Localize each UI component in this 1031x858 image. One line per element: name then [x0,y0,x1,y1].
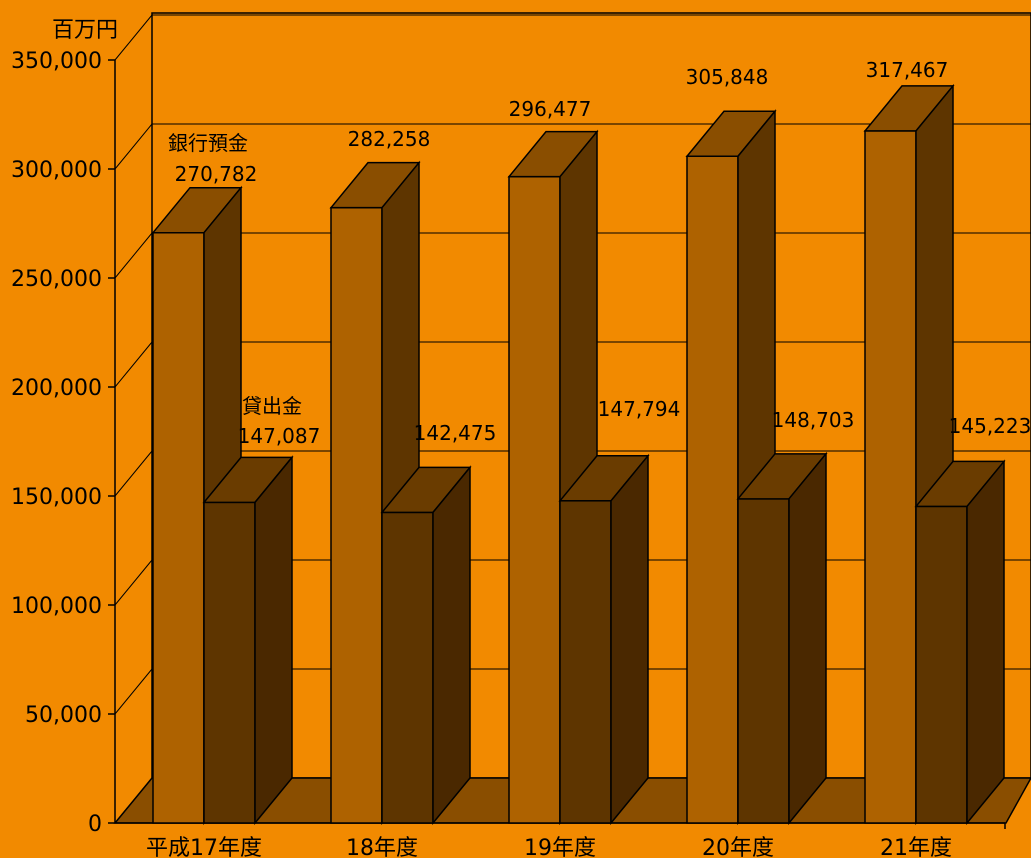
bar-front-face [330,206,383,824]
bar-front-face [915,505,968,824]
y-tick-label: 100,000 [11,594,102,619]
side-wall-line [114,14,153,61]
bar [914,459,1006,826]
bar-front-face [203,501,256,824]
data-label: 147,794 [598,397,681,421]
bar-front-face [686,155,739,824]
x-tick-labels: 平成17年度 18年度 19年度 20年度 21年度 [146,836,952,858]
side-wall-line [114,341,153,388]
bar [558,453,650,826]
side-wall-line [114,559,153,606]
side-wall-line [114,777,153,824]
bar-side-face [610,453,649,826]
bar-front-face [152,231,205,824]
data-label: 317,467 [866,58,949,82]
x-tick-label: 18年度 [346,836,418,858]
bar [380,465,472,826]
bar-front-face [559,500,612,824]
side-wall-line [114,232,153,279]
side-wall-line [114,668,153,715]
y-axis [108,59,116,824]
y-tick-labels: 0 50,000 100,000 150,000 200,000 250,000 300,0… [11,49,102,837]
bar-front-face [508,175,561,824]
data-label: 145,223 [949,414,1031,438]
bar-side-face [432,465,471,826]
data-label: 305,848 [686,65,769,89]
side-wall-line [114,123,153,170]
bar-side-face [788,451,827,826]
series-label-bank-deposits: 銀行預金 [168,131,248,155]
side-wall-line [114,450,153,497]
y-tick-label: 350,000 [11,49,102,74]
bar-side-face [966,459,1005,826]
series-label-loans: 貸出金 [242,394,302,418]
data-label: 282,258 [348,127,431,151]
data-label: 270,782 [175,162,258,186]
data-labels: 270,782 147,087 282,258 142,475 296,477 147,7… [175,58,1031,448]
y-tick-label: 300,000 [11,158,102,183]
data-label: 296,477 [509,97,592,121]
x-tick-label: 20年度 [702,836,774,858]
y-tick-label: 200,000 [11,376,102,401]
x-tick-label: 21年度 [880,836,952,858]
data-label: 147,087 [238,424,321,448]
bar [202,455,294,826]
bar-front-face [864,130,917,824]
y-tick-label: 0 [88,812,102,837]
data-label: 142,475 [414,421,497,445]
bar-side-face [254,455,293,826]
x-tick-label: 平成17年度 [146,836,262,858]
bar-front-face [737,498,790,824]
data-label: 148,703 [772,408,855,432]
bar-front-face [381,511,434,824]
y-unit-label: 百万円 [52,18,118,43]
bars [151,83,1006,826]
y-tick-label: 50,000 [25,703,102,728]
x-tick-label: 19年度 [524,836,596,858]
bar [736,451,828,826]
y-tick-label: 250,000 [11,267,102,292]
y-tick-label: 150,000 [11,485,102,510]
